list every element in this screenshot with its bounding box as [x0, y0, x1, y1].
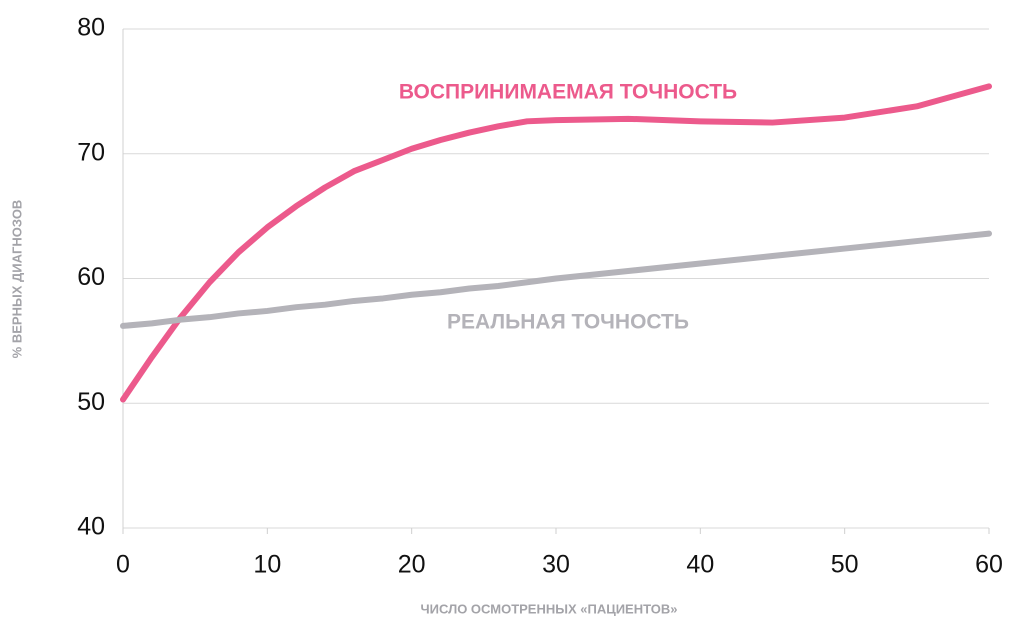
- x-axis-title: ЧИСЛО ОСМОТРЕННЫХ «ПАЦИЕНТОВ»: [421, 601, 678, 616]
- x-tick-label: 50: [831, 551, 859, 579]
- y-tick-label: 70: [77, 138, 105, 166]
- x-tick-label: 20: [398, 551, 426, 579]
- series-line: [120, 230, 992, 329]
- series-line: [120, 83, 992, 403]
- series-label: РЕАЛЬНАЯ ТОЧНОСТЬ: [447, 311, 689, 334]
- x-tick-label: 30: [542, 551, 570, 579]
- x-tick-label: 40: [686, 551, 714, 579]
- y-tick-label: 60: [77, 263, 105, 291]
- x-tick-label: 60: [975, 551, 1003, 579]
- x-tick-label: 10: [253, 551, 281, 579]
- y-tick-label: 40: [77, 513, 105, 541]
- y-tick-label: 50: [77, 388, 105, 416]
- y-tick-label: 80: [77, 14, 105, 42]
- series-label: ВОСПРИНИМАЕМАЯ ТОЧНОСТЬ: [399, 81, 737, 104]
- y-axis-title: % ВЕРНЫХ ДИАГНОЗОВ: [9, 200, 24, 359]
- x-tick-label: 0: [116, 551, 130, 579]
